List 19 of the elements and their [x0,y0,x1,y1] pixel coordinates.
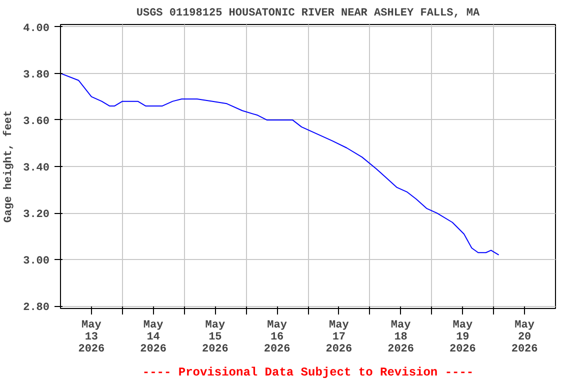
y-tick-label: 3.80 [23,69,50,82]
x-tick-label: May 17 2026 [326,320,352,356]
y-tick-label: 3.40 [23,162,50,174]
line-series [60,72,500,256]
text: ---- Provisional Data Subject to Revision ---- [142,366,474,380]
x-tick-label: May 15 2026 [202,320,228,356]
chart-title: USGS 01198125 HOUSATONIC RIVER NEAR ASHLEY FALLS, MA [136,8,480,20]
y-tick-label: 4.00 [23,22,50,35]
y-tick-label: 2.80 [23,302,50,314]
x-tick-label: May 20 2026 [511,320,538,356]
x-tick-label: May 13 2026 [78,320,105,356]
y-tick-label: 3.20 [23,209,50,222]
x-tick-label: May 18 2026 [388,320,414,356]
x-tick-label: May 16 2026 [264,320,290,356]
y-tick-label: 3.60 [23,116,50,128]
x-tick-label: May 19 2026 [449,320,476,356]
x-tick-label: May 14 2026 [140,320,167,356]
y-tick-label: 3.00 [23,256,50,268]
y-axis-title: Gage height, feet [2,110,16,223]
